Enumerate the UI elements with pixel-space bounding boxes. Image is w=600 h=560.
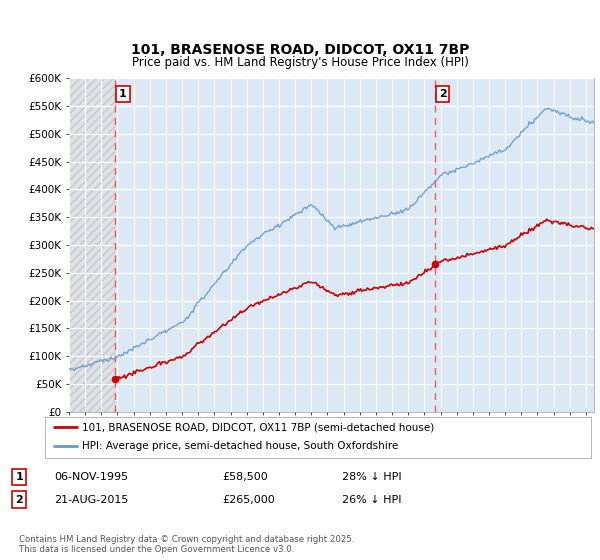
Bar	[69, 78, 115, 412]
Text: HPI: Average price, semi-detached house, South Oxfordshire: HPI: Average price, semi-detached house,…	[82, 441, 398, 451]
Text: 26% ↓ HPI: 26% ↓ HPI	[342, 494, 401, 505]
Text: 2: 2	[439, 89, 446, 99]
Text: 101, BRASENOSE ROAD, DIDCOT, OX11 7BP (semi-detached house): 101, BRASENOSE ROAD, DIDCOT, OX11 7BP (s…	[82, 422, 434, 432]
Text: Contains HM Land Registry data © Crown copyright and database right 2025.
This d: Contains HM Land Registry data © Crown c…	[19, 535, 355, 554]
Text: 1: 1	[119, 89, 127, 99]
Text: 2: 2	[16, 494, 23, 505]
Text: 28% ↓ HPI: 28% ↓ HPI	[342, 472, 401, 482]
Text: 21-AUG-2015: 21-AUG-2015	[54, 494, 128, 505]
Text: 1: 1	[16, 472, 23, 482]
Text: 101, BRASENOSE ROAD, DIDCOT, OX11 7BP: 101, BRASENOSE ROAD, DIDCOT, OX11 7BP	[131, 44, 469, 58]
Text: £265,000: £265,000	[222, 494, 275, 505]
Text: Price paid vs. HM Land Registry's House Price Index (HPI): Price paid vs. HM Land Registry's House …	[131, 56, 469, 69]
Text: 06-NOV-1995: 06-NOV-1995	[54, 472, 128, 482]
Text: £58,500: £58,500	[222, 472, 268, 482]
